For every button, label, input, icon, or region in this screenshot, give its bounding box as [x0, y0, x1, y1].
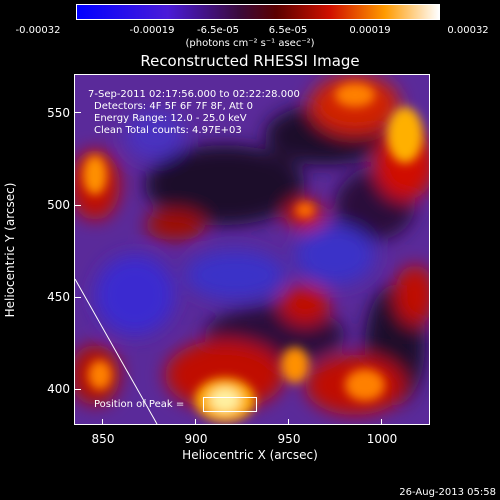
peak-position-label: Position of Peak = [94, 399, 185, 410]
colorbar-tick: -0.00032 [15, 25, 61, 36]
y-tick-label: 400 [47, 382, 70, 396]
y-tick-label: 500 [47, 198, 70, 212]
y-tick-label: 450 [47, 290, 70, 304]
energy-range: Energy Range: 12.0 - 25.0 keV [94, 113, 247, 124]
detectors-info: Detectors: 4F 5F 6F 7F 8F, Att 0 [94, 101, 254, 112]
colorbar-tick: 0.00032 [447, 25, 489, 36]
time-range: 7-Sep-2011 02:17:56.000 to 02:22:28.000 [88, 89, 300, 100]
y-tickmark [75, 297, 81, 298]
x-tickmark [102, 419, 103, 425]
colorbar-tick: -0.00019 [129, 25, 175, 36]
counts-info: Clean Total counts: 4.97E+03 [94, 125, 242, 136]
x-tickmark [195, 419, 196, 425]
image-plot: 7-Sep-2011 02:17:56.000 to 02:22:28.000 … [74, 74, 430, 425]
x-tick-label: 950 [277, 432, 301, 446]
colorbar [76, 4, 440, 20]
y-tickmark [75, 389, 81, 390]
y-tickmark [75, 112, 81, 113]
colorbar-units: (photons cm⁻² s⁻¹ asec⁻²) [185, 38, 315, 49]
x-tick-label: 1000 [366, 432, 398, 446]
x-tickmark [381, 419, 382, 425]
x-tick-label: 900 [184, 432, 208, 446]
timestamp: 26-Aug-2013 05:58 [399, 487, 496, 498]
x-tickmark [288, 419, 289, 425]
peak-position-box [203, 397, 257, 412]
colorbar-tick: 6.5e-05 [268, 25, 308, 36]
x-tick-label: 850 [91, 432, 115, 446]
y-tick-label: 550 [47, 106, 70, 120]
colorbar-tick: -6.5e-05 [197, 25, 239, 36]
plot-title: Reconstructed RHESSI Image [140, 52, 360, 70]
y-tickmark [75, 205, 81, 206]
y-axis-label: Heliocentric Y (arcsec) [3, 182, 17, 318]
rhessi-heatmap [75, 75, 429, 424]
x-axis-label: Heliocentric X (arcsec) [182, 448, 318, 462]
colorbar-tick: 0.00019 [349, 25, 391, 36]
